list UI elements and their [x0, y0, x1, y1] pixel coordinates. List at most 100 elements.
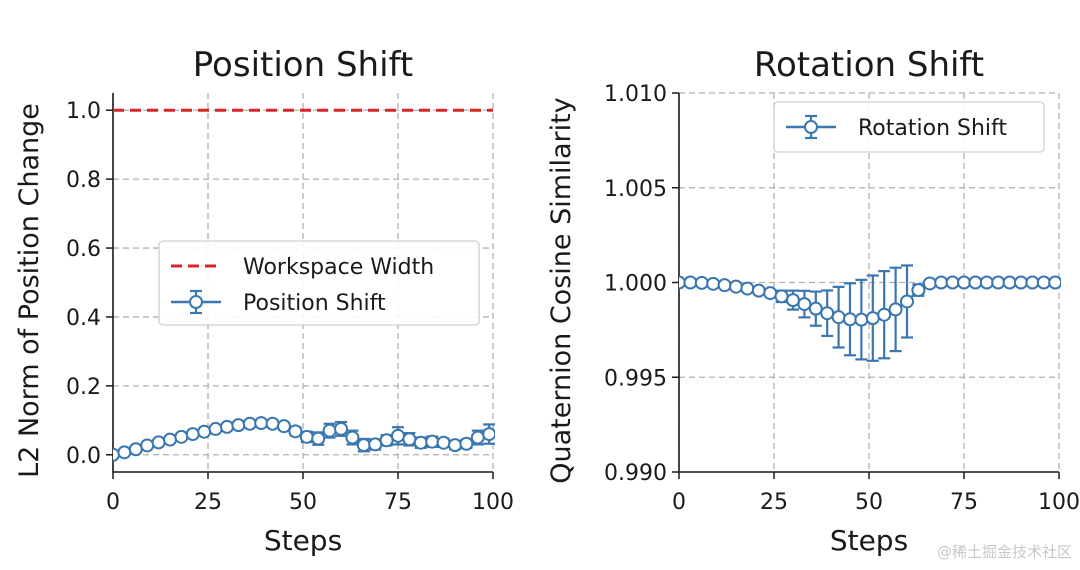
legend-label: Position Shift — [243, 291, 386, 316]
plot-area — [679, 264, 1061, 362]
data-point — [425, 434, 440, 449]
data-point — [694, 275, 709, 290]
data-point — [763, 286, 778, 301]
data-point — [934, 275, 949, 290]
chart-title: Position Shift — [193, 45, 413, 85]
data-point — [402, 432, 417, 447]
data-point — [945, 275, 960, 290]
data-point — [877, 307, 892, 322]
data-point — [356, 438, 371, 453]
data-point — [831, 310, 846, 325]
data-point — [288, 424, 303, 439]
legend-box — [773, 101, 1045, 153]
data-point — [786, 293, 800, 308]
data-point — [299, 429, 314, 444]
data-point — [957, 275, 971, 290]
data-point — [436, 435, 451, 450]
data-point — [322, 423, 337, 438]
data-point — [854, 312, 869, 327]
data-point — [128, 442, 143, 457]
data-point — [797, 297, 812, 312]
data-point — [277, 419, 291, 434]
plot-area — [113, 108, 495, 462]
data-point — [151, 435, 166, 450]
data-point — [254, 416, 269, 431]
data-point — [413, 435, 428, 450]
data-point — [334, 421, 348, 436]
data-point — [1025, 275, 1040, 290]
data-point — [683, 275, 698, 290]
y-axis-label: Quaternion Cosine Similarity — [546, 97, 577, 483]
y-tick-label: 1.005 — [604, 177, 667, 202]
y-tick-label: 0.2 — [66, 375, 101, 400]
x-tick-label: 100 — [472, 490, 514, 515]
data-point — [808, 301, 823, 316]
x-tick-label: 50 — [289, 490, 317, 515]
x-tick-label: 75 — [950, 490, 978, 515]
data-point — [379, 433, 394, 448]
data-point — [843, 312, 857, 327]
x-tick-label: 25 — [194, 490, 222, 515]
data-point — [991, 275, 1006, 290]
data-point — [740, 281, 755, 296]
y-axis-label: L2 Norm of Position Change — [14, 103, 45, 478]
x-tick-label: 0 — [106, 490, 120, 515]
data-point — [820, 306, 835, 321]
chart-title: Rotation Shift — [754, 45, 984, 85]
data-point — [265, 416, 280, 431]
data-point — [911, 283, 926, 298]
data-point — [1002, 275, 1017, 290]
y-tick-label: 0.6 — [66, 237, 101, 262]
y-tick-label: 0.4 — [66, 306, 101, 331]
data-point — [368, 437, 383, 452]
data-point — [345, 430, 360, 445]
y-tick-label: 0.995 — [604, 366, 667, 391]
x-tick-label: 0 — [672, 490, 686, 515]
y-tick-label: 1.010 — [604, 82, 667, 107]
data-point — [900, 294, 914, 309]
legend: Rotation Shift — [773, 101, 1045, 153]
x-axis-label: Steps — [830, 524, 908, 557]
data-point — [242, 416, 257, 431]
data-point — [1014, 275, 1028, 290]
legend-label: Workspace Width — [243, 255, 434, 280]
data-point — [197, 424, 212, 439]
data-point — [231, 418, 246, 433]
data-point — [888, 302, 903, 317]
data-point — [448, 438, 462, 453]
data-point — [117, 445, 132, 460]
legend-swatch-marker — [804, 120, 818, 134]
data-point — [922, 276, 937, 291]
chart-panel-2: Rotation Shift 0 25 50 75 100 0.990 0.995 1.000 1… — [546, 45, 1080, 557]
legend-label: Rotation Shift — [858, 116, 1007, 141]
chart-panel-1: Position Shift 0 25 50 75 100 0.0 0.2 0.4 0.6 0.8 1… — [14, 45, 514, 557]
data-point — [1048, 275, 1061, 290]
data-point — [865, 311, 880, 326]
y-tick-label: 0.8 — [66, 168, 101, 193]
data-point — [163, 432, 177, 447]
data-point — [751, 283, 766, 298]
data-point — [968, 275, 983, 290]
legend: Workspace Width Position Shift — [158, 240, 480, 326]
y-tick-label: 0.0 — [66, 444, 101, 469]
data-point — [717, 278, 732, 293]
data-point — [220, 419, 234, 434]
data-point — [470, 430, 485, 445]
watermark: @稀土掘金技术社区 — [936, 543, 1072, 561]
x-tick-label: 25 — [760, 490, 788, 515]
x-tick-label: 75 — [384, 490, 412, 515]
data-point — [311, 431, 326, 446]
data-point — [174, 429, 189, 444]
data-point — [208, 421, 223, 436]
data-point — [185, 427, 200, 442]
legend-swatch-marker — [189, 295, 203, 309]
data-point — [706, 276, 721, 291]
data-point — [979, 275, 994, 290]
x-tick-label: 100 — [1038, 490, 1080, 515]
data-point — [729, 279, 743, 294]
x-tick-label: 50 — [855, 490, 883, 515]
y-tick-label: 1.000 — [604, 272, 667, 297]
data-point — [774, 289, 789, 304]
